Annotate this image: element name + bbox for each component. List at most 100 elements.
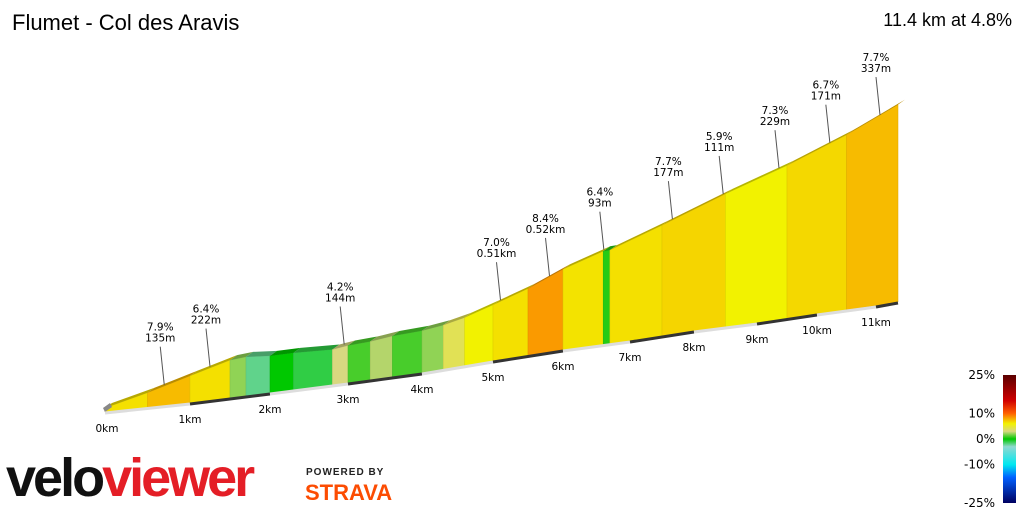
baseline-km-stripe [756,313,818,326]
annotation-length: 177m [653,167,683,179]
profile-segment [527,268,564,356]
powered-by-label: POWERED BY [306,467,385,478]
profile-segment [421,324,444,374]
profile-start-cap [103,403,112,412]
annotation-grade: 7.9% [147,322,174,334]
annotation-length: 229m [760,116,790,128]
annotation-grade: 6.4% [587,187,614,199]
veloviewer-logo: veloviewer [6,448,255,508]
x-tick-label: 5km [482,372,505,384]
profile-segment [347,341,371,384]
climb-summary: 11.4 km at 4.8% [883,10,1012,30]
profile-segment-top [528,264,570,289]
annotation-length: 111m [704,142,734,154]
annotation-length: 144m [325,292,355,304]
annotation-grade: 6.7% [813,80,840,92]
annotation-leader [339,306,345,345]
profile-segment-top [603,245,617,252]
grade-legend-labels: 25% 10% 0% -10% -25% [964,368,995,510]
profile-segment [602,249,611,345]
baseline-km-stripe [347,372,423,386]
baseline-km-stripe [269,382,349,396]
legend-label: 10% [968,406,995,420]
annotation-leader [774,130,780,169]
annotation-grade: 8.4% [532,213,559,225]
profile-segment [786,134,847,319]
baseline-km-stripe [492,349,564,364]
profile-segment [147,375,191,408]
x-tick-label: 0km [96,423,119,435]
x-axis-ticks: 0km 1km 2km 3km 4km 5km 6km 7km 8km 9km 10km 11km [96,317,891,435]
annotation-leader [825,104,831,143]
baseline-km-stripe [104,402,191,415]
annotation-leader [599,211,605,250]
x-tick-label: 7km [619,352,642,364]
profile-segments [103,99,905,413]
baseline-km-stripe [816,305,877,317]
annotation-leader [545,237,550,277]
profile-segment-top [662,188,733,226]
profile-segment [245,355,271,397]
x-tick-label: 9km [746,334,769,346]
legend-label: 25% [968,368,995,382]
profile-segment [846,104,899,311]
legend-label: 0% [976,432,995,446]
profile-segment-top [725,160,794,194]
profile-segment [369,335,393,381]
baseline-km-stripe [629,330,695,344]
annotation-grade: 7.3% [762,105,789,117]
annotation-length: 0.52km [526,224,566,236]
x-tick-label: 1km [179,414,202,426]
x-tick-label: 4km [411,384,434,396]
grade-legend-bar [1003,375,1016,503]
baseline-km-stripe [562,340,631,353]
annotation-length: 171m [811,91,841,103]
x-tick-label: 3km [337,394,360,406]
annotation-leader [159,346,165,385]
x-tick-label: 11km [861,317,891,329]
profile-segment [269,352,294,394]
profile-segment [492,288,529,362]
x-tick-label: 8km [683,342,706,354]
profile-segment [392,330,423,378]
x-tick-label: 6km [552,361,575,373]
baseline-km-stripe [421,360,494,376]
profile-segment-top [332,340,355,350]
annotation-leader [496,262,501,301]
strava-logo: STRAVA [305,480,393,505]
profile-segment-top [563,246,611,270]
annotation-grade: 6.4% [193,304,220,316]
baseline-km-stripe [189,392,271,406]
profile-segment [443,317,465,370]
profile-segment-top [846,99,905,135]
annotation-leader [667,181,673,220]
page-title: Flumet - Col des Aravis [12,10,240,35]
profile-segment [332,345,349,386]
profile-segment-top [190,355,237,376]
legend-label: -10% [964,458,995,472]
annotation-length: 0.51km [477,248,517,260]
annotation-leader [718,155,724,195]
profile-segment-top [370,331,400,342]
annotation-grade: 7.7% [655,156,682,168]
annotations: 7.9%135m6.4%222m4.2%144m7.0%0.51km8.4%0.… [145,52,891,385]
profile-segment-top [787,129,854,166]
x-tick-label: 2km [259,404,282,416]
profile-segment-top [443,312,472,326]
baseline-km-stripe [693,322,758,334]
profile-segment-top [464,299,500,318]
profile-segment [725,165,788,328]
annotation-grade: 4.2% [327,281,354,293]
annotation-length: 222m [191,315,221,327]
profile-segment-top [422,320,451,331]
profile-segment-top [270,347,301,356]
legend-label: -25% [964,496,995,510]
annotation-length: 135m [145,333,175,345]
annotation-length: 337m [861,63,891,75]
profile-segment-top [609,220,669,251]
annotation-grade: 5.9% [706,131,733,143]
annotation-grade: 7.0% [483,237,510,249]
profile-segment-top [147,370,197,393]
annotation-leader [875,77,881,116]
